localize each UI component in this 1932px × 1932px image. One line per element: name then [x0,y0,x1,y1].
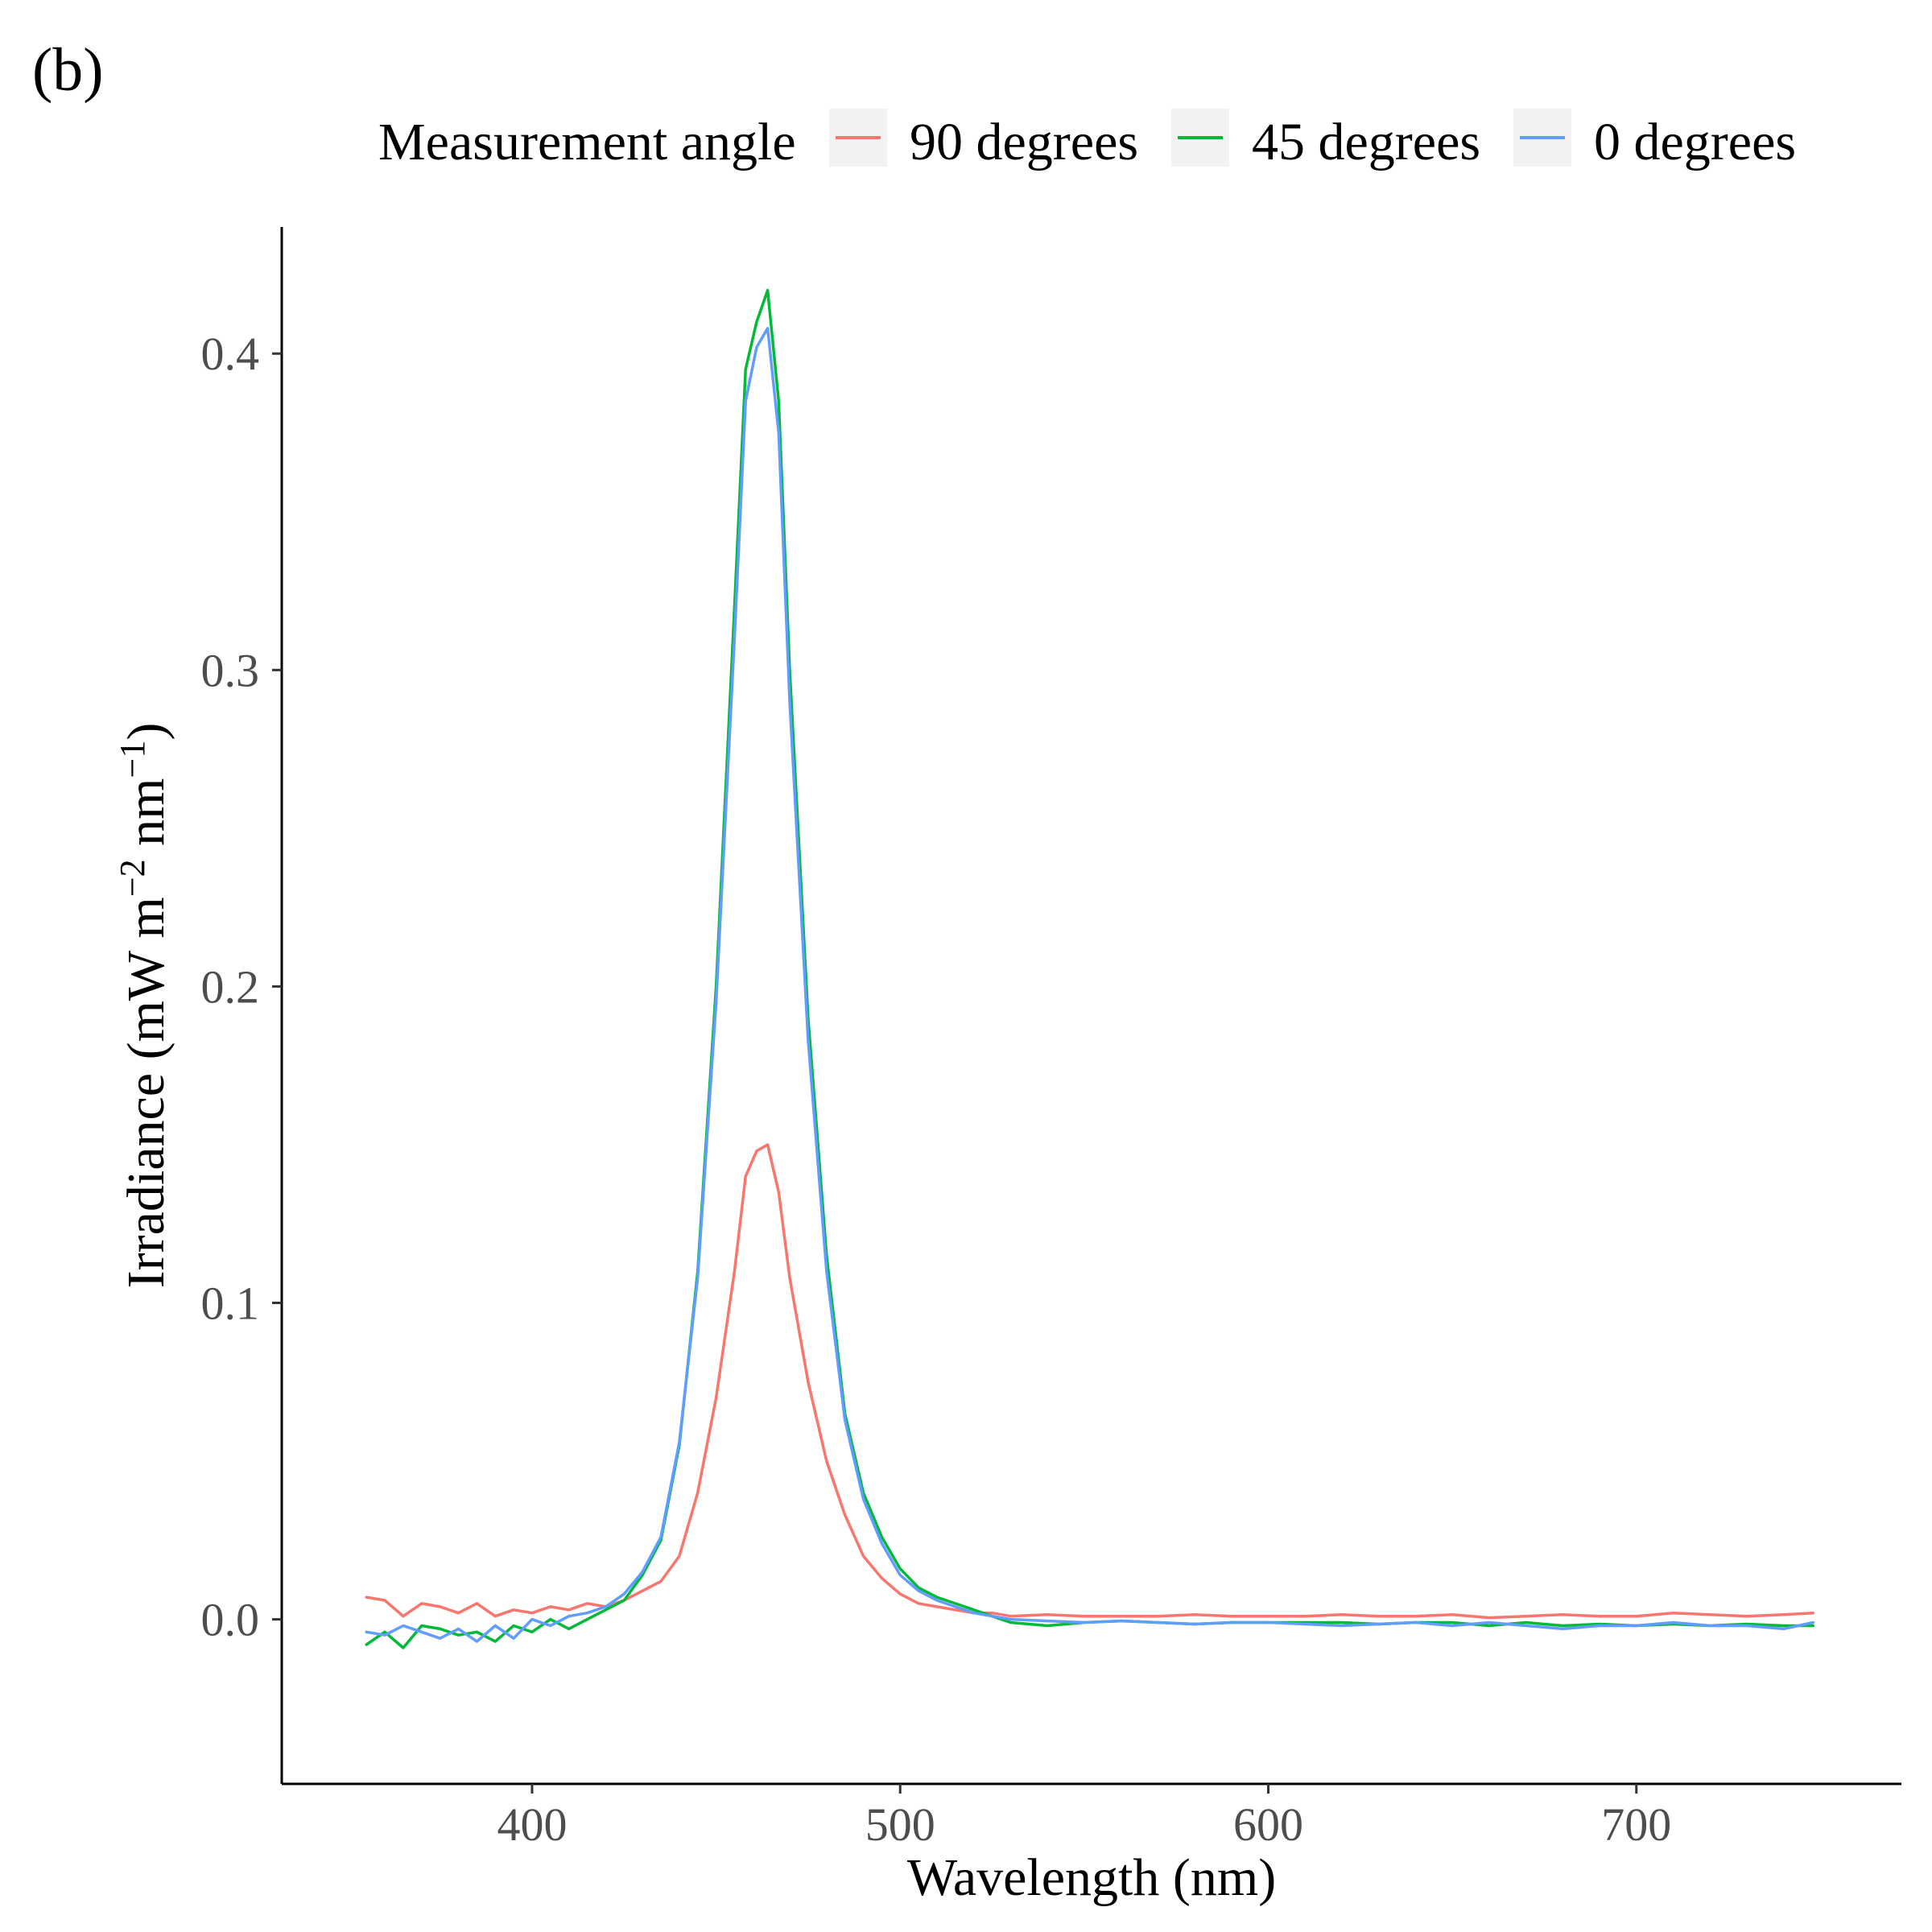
y-axis-title-mid: nm [117,778,175,859]
y-axis-ticks: 0.0 0.1 0.2 0.3 0.4 [201,328,282,1646]
y-tick-label: 0.4 [201,328,260,380]
y-tick-label: 0.3 [201,644,260,696]
x-axis-ticks: 400 500 600 700 [497,1784,1671,1851]
y-axis-title-sup2: −1 [113,741,152,778]
series-lines [365,288,1815,1649]
y-tick-label: 0.1 [201,1278,260,1330]
series-line-0 [365,1143,1815,1620]
x-tick-label: 700 [1601,1798,1671,1851]
y-axis-title: Irradiance (mW m−2 nm−1) [113,723,175,1289]
plot-area: 400 500 600 700 0.0 0.1 0.2 0.3 0.4 [201,227,1901,1851]
legend-title: Measurement angle [378,113,796,171]
x-tick-label: 600 [1233,1798,1303,1851]
y-axis-title-end: ) [117,723,175,741]
legend-entry-label: 45 degrees [1252,113,1480,171]
legend-entry-label: 0 degrees [1594,113,1796,171]
y-tick-label: 0.0 [201,1594,260,1646]
y-axis-title-sup1: −2 [113,859,152,897]
x-tick-label: 400 [497,1798,567,1851]
y-axis-title-main: Irradiance (mW m [117,897,175,1288]
legend: Measurement angle 90 degrees 45 degrees 0 … [378,109,1796,171]
series-line-2 [365,327,1815,1643]
y-tick-label: 0.2 [201,960,260,1013]
panel-label: (b) [32,36,104,104]
legend-entries: 90 degrees 45 degrees 0 degrees [829,109,1796,171]
x-axis-title: Wavelength (nm) [907,1848,1276,1907]
legend-entry-label: 90 degrees [910,113,1138,171]
x-tick-label: 500 [865,1798,935,1851]
series-line-1 [365,288,1815,1649]
